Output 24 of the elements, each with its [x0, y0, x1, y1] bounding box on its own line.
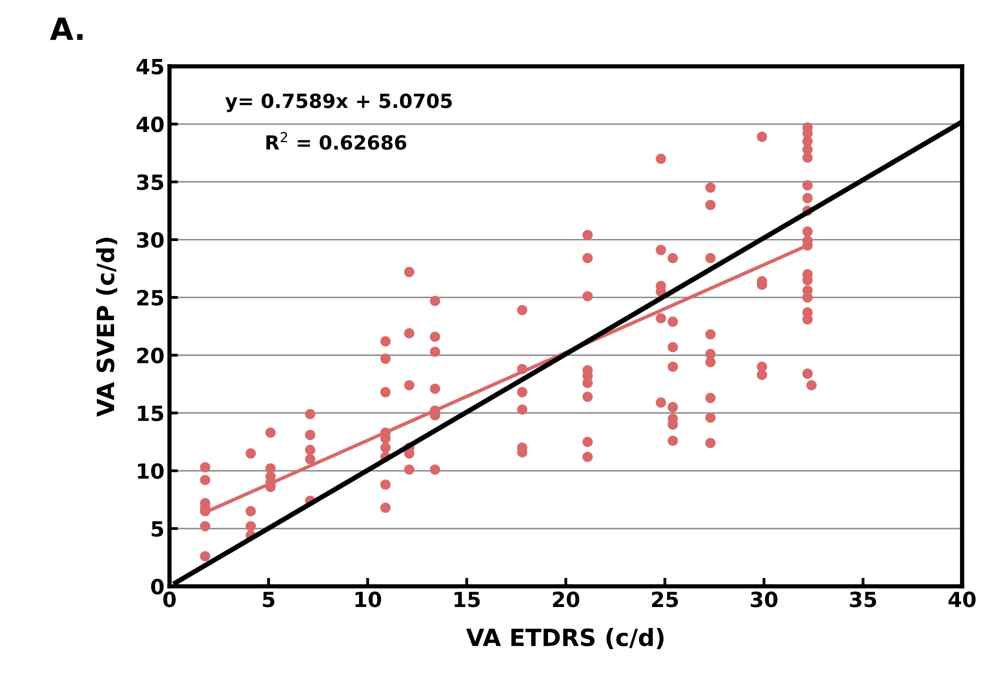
y-tick-label: 15: [138, 406, 164, 422]
x-tick-label: 15: [454, 592, 480, 608]
y-tick-label: 20: [137, 348, 164, 364]
annotation: y= 0.7589x + 5.0705: [225, 93, 452, 112]
y-axis-title: VA SVEP (c/d): [96, 238, 118, 417]
y-tick-label: 30: [137, 232, 164, 248]
y-tick-label: 40: [136, 116, 164, 132]
annotation: R$^{2}$ = 0.62686: [266, 132, 406, 150]
x-tick-label: 10: [356, 592, 382, 608]
x-tick-label: 20: [552, 592, 580, 608]
y-tick-label: 0: [151, 578, 164, 595]
x-tick-label: 35: [850, 592, 876, 608]
y-tick-label: 10: [138, 463, 164, 479]
chart-title: A.: [50, 18, 83, 40]
y-tick-label: 35: [137, 174, 164, 190]
y-tick-label: 5: [152, 521, 164, 537]
x-tick-label: 30: [750, 592, 778, 608]
y-tick-label: 25: [137, 290, 164, 306]
x-tick-label: 5: [262, 592, 274, 608]
x-axis-title: VA ETDRS (c/d): [466, 628, 664, 650]
x-tick-label: 0: [163, 592, 176, 608]
x-tick-label: 25: [652, 592, 678, 608]
y-tick-label: 45: [136, 59, 164, 75]
x-tick-label: 40: [948, 592, 976, 608]
